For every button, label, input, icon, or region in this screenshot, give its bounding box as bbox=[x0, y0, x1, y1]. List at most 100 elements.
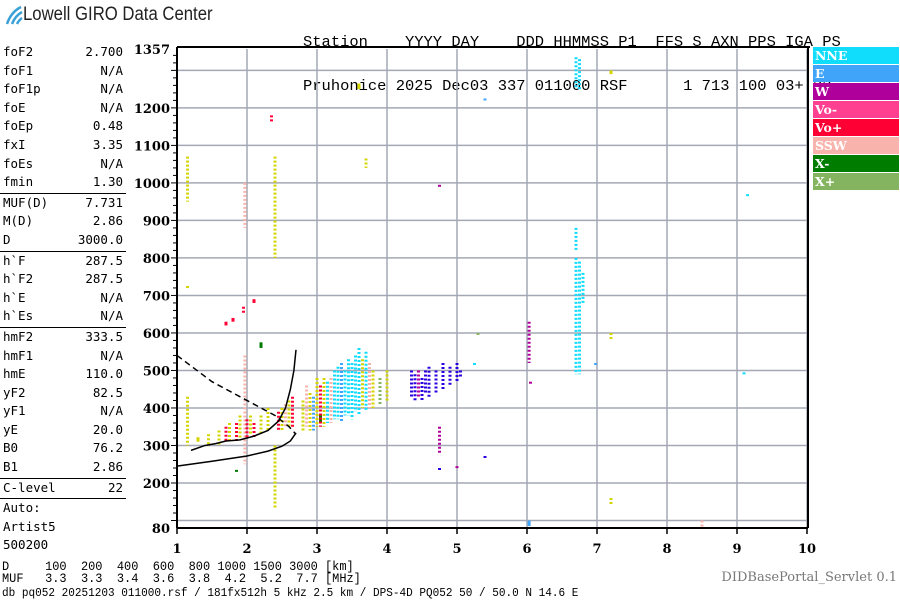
param-label: fmin bbox=[3, 174, 34, 190]
param-value: 76.2 bbox=[92, 440, 123, 456]
param-row: MUF(D) 7.731 bbox=[0, 194, 126, 213]
legend-item-nne: NNE bbox=[813, 47, 899, 64]
param-label: foEp bbox=[3, 118, 34, 134]
param-row: fxI 3.35 bbox=[0, 136, 126, 155]
y-tick-label: 1000 bbox=[134, 177, 170, 192]
param-label: C-level bbox=[3, 479, 56, 495]
y-tick-label: 1100 bbox=[134, 139, 170, 154]
x-tick-label: 9 bbox=[732, 542, 741, 557]
dashed-curve bbox=[176, 354, 297, 435]
separator bbox=[0, 250, 126, 252]
giro-logo-icon bbox=[5, 5, 23, 25]
param-value: 3.35 bbox=[92, 136, 123, 152]
param-row: B1 2.86 bbox=[0, 458, 126, 477]
y-tick-label: 600 bbox=[143, 327, 170, 342]
x-tick-label: 5 bbox=[452, 542, 461, 557]
param-value: 2.86 bbox=[92, 213, 123, 229]
param-value: 22 bbox=[107, 479, 123, 495]
virtual-height-trace bbox=[190, 349, 297, 452]
param-value: N/A bbox=[100, 403, 123, 419]
param-label: foF1 bbox=[3, 62, 34, 78]
autoscale-info: 500200 bbox=[3, 537, 49, 553]
param-value: N/A bbox=[100, 155, 123, 171]
param-value: N/A bbox=[100, 99, 123, 115]
param-value: 2.700 bbox=[85, 44, 123, 59]
param-value: 1.30 bbox=[92, 174, 123, 190]
param-label: hmF1 bbox=[3, 347, 34, 363]
y-tick-label: 1357 bbox=[134, 43, 170, 58]
legend-item-w: W bbox=[813, 83, 899, 100]
param-label: foF1p bbox=[3, 81, 41, 97]
param-label: yE bbox=[3, 421, 19, 437]
param-row: foF1 N/A bbox=[0, 62, 126, 81]
param-label: h`Es bbox=[3, 308, 34, 324]
distance-row: D 100 200 400 600 800 1000 1500 3000 [km… bbox=[2, 559, 354, 574]
x-tick-label: 8 bbox=[662, 542, 671, 557]
param-row: M(D) 2.86 bbox=[0, 212, 126, 231]
param-row: hmF1 N/A bbox=[0, 347, 126, 366]
param-row: yE 20.0 bbox=[0, 421, 126, 440]
param-label: foE bbox=[3, 99, 26, 115]
param-row: fmin 1.30 bbox=[0, 173, 126, 192]
muf-row: MUF 3.3 3.3 3.4 3.6 3.8 4.2 5.2 7.7 [MHz… bbox=[2, 571, 361, 586]
param-label: h`F2 bbox=[3, 271, 34, 287]
param-row: hmF2 333.5 bbox=[0, 328, 126, 347]
y-tick-label: 700 bbox=[143, 289, 170, 304]
param-value: 2.86 bbox=[92, 459, 123, 475]
param-row: yF1 N/A bbox=[0, 402, 126, 421]
legend: NNE E W Vo- Vo+ SSW X- X+ bbox=[813, 47, 899, 191]
x-tick-label: 7 bbox=[592, 542, 601, 557]
param-row: h`F 287.5 bbox=[0, 252, 126, 271]
separator bbox=[0, 326, 126, 328]
y-tick-label: 80 bbox=[152, 522, 170, 537]
x-tick-label: 4 bbox=[382, 542, 391, 557]
param-value: 7.731 bbox=[85, 194, 123, 210]
x-tick-label: 10 bbox=[798, 542, 816, 557]
x-tick-label: 6 bbox=[522, 542, 531, 557]
separator bbox=[0, 498, 126, 500]
param-label: h`E bbox=[3, 289, 26, 305]
x-tick-label: 1 bbox=[172, 542, 181, 557]
logo-text: Lowell GIRO Data Center bbox=[23, 4, 213, 25]
legend-item-xminus: X- bbox=[813, 155, 899, 172]
param-value: 110.0 bbox=[85, 366, 123, 382]
param-row: foEs N/A bbox=[0, 155, 126, 174]
param-row: foEp 0.48 bbox=[0, 117, 126, 136]
param-value: N/A bbox=[100, 81, 123, 97]
param-label: h`F bbox=[3, 252, 26, 268]
param-label: M(D) bbox=[3, 213, 34, 229]
param-row: hmE 110.0 bbox=[0, 365, 126, 384]
param-value: 82.5 bbox=[92, 384, 123, 400]
param-row: foE N/A bbox=[0, 99, 126, 118]
param-value: N/A bbox=[100, 62, 123, 78]
y-tick-label: 900 bbox=[143, 214, 170, 229]
param-value: 287.5 bbox=[85, 252, 123, 268]
param-label: fxI bbox=[3, 136, 26, 152]
param-value: N/A bbox=[100, 347, 123, 363]
separator bbox=[0, 477, 126, 479]
legend-item-ssw: SSW bbox=[813, 137, 899, 154]
param-row: h`F2 287.5 bbox=[0, 270, 126, 289]
param-row: C-level 22 bbox=[0, 479, 126, 498]
param-value: N/A bbox=[100, 308, 123, 324]
y-tick-label: 400 bbox=[143, 402, 170, 417]
param-label: foEs bbox=[3, 155, 34, 171]
legend-item-e: E bbox=[813, 65, 899, 82]
param-row: B0 76.2 bbox=[0, 439, 126, 458]
param-row: foF1p N/A bbox=[0, 80, 126, 99]
electron-density-profile bbox=[176, 432, 297, 467]
autoscale-info: Artist5 bbox=[3, 518, 56, 534]
y-tick-label: 300 bbox=[143, 439, 170, 454]
param-value: N/A bbox=[100, 289, 123, 305]
param-value: 287.5 bbox=[85, 271, 123, 287]
autoscale-info: Auto: bbox=[3, 500, 41, 516]
x-tick-label: 3 bbox=[312, 542, 321, 557]
separator bbox=[0, 192, 126, 194]
y-tick-label: 800 bbox=[143, 252, 170, 267]
y-tick-label: 200 bbox=[143, 477, 170, 492]
param-value: 0.48 bbox=[92, 118, 123, 134]
param-row: yF2 82.5 bbox=[0, 384, 126, 403]
ionogram-chart: 1357120011001000900800700600500400300200… bbox=[134, 43, 816, 557]
legend-item-voplus: Vo+ bbox=[813, 119, 899, 136]
param-label: foF2 bbox=[3, 44, 34, 59]
